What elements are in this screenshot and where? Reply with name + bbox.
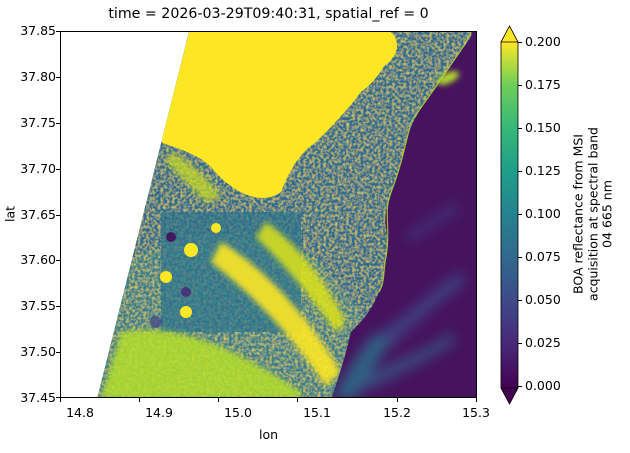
y-tick-mark	[56, 397, 60, 398]
colorbar-label-line: BOA reflectance from MSI	[570, 134, 586, 294]
colorbar-tick-label: 0.025	[525, 335, 561, 350]
colorbar-tick-mark	[518, 214, 522, 215]
x-tick-mark	[60, 398, 61, 402]
y-tick-mark	[56, 169, 60, 170]
x-tick-label: 15.0	[224, 405, 252, 420]
colorbar-tick-mark	[518, 386, 522, 387]
y-tick-label: 37.55	[20, 298, 56, 313]
y-tick-label: 37.45	[20, 390, 56, 405]
colorbar-tick-mark	[518, 42, 522, 43]
y-tick-label: 37.70	[20, 161, 56, 176]
y-tick-mark	[56, 123, 60, 124]
y-tick-mark	[56, 31, 60, 32]
y-tick-mark	[56, 352, 60, 353]
chart-title: time = 2026-03-29T09:40:31, spatial_ref …	[108, 6, 429, 22]
raster-image	[97, 32, 476, 397]
colorbar-tick-mark	[518, 257, 522, 258]
y-tick-label: 37.75	[20, 115, 56, 130]
y-tick-label: 37.65	[20, 207, 56, 222]
colorbar-tick-label: 0.050	[525, 292, 561, 307]
y-axis-label: lat	[2, 205, 18, 223]
colorbar-label: BOA reflectance from MSI acquisition at …	[570, 127, 615, 301]
x-tick-label: 15.2	[383, 405, 411, 420]
y-tick-mark	[56, 260, 60, 261]
x-tick-label: 15.1	[303, 405, 331, 420]
y-tick-label: 37.85	[20, 23, 56, 38]
y-tick-label: 37.80	[20, 69, 56, 84]
x-tick-label: 14.9	[145, 405, 173, 420]
colorbar	[500, 25, 519, 405]
colorbar-tick-label: 0.000	[525, 378, 561, 393]
colorbar-tick-label: 0.175	[525, 77, 561, 92]
plot-area	[60, 31, 477, 398]
colorbar-label-line: acquisition at spectral band	[584, 127, 600, 301]
colorbar-tick-label: 0.100	[525, 206, 561, 221]
y-tick-mark	[56, 215, 60, 216]
y-tick-mark	[56, 77, 60, 78]
colorbar-tick-mark	[518, 128, 522, 129]
colorbar-tick-label: 0.200	[525, 34, 561, 49]
x-tick-label: 15.3	[462, 405, 490, 420]
y-tick-label: 37.60	[20, 252, 56, 267]
y-tick-label: 37.50	[20, 344, 56, 359]
colorbar-tick-label: 0.125	[525, 163, 561, 178]
colorbar-tick-mark	[518, 85, 522, 86]
x-tick-label: 14.8	[66, 405, 94, 420]
x-tick-mark	[476, 398, 477, 402]
colorbar-tick-mark	[518, 343, 522, 344]
x-tick-mark	[397, 398, 398, 402]
colorbar-tick-label: 0.075	[525, 249, 561, 264]
x-tick-mark	[297, 398, 298, 402]
x-tick-mark	[139, 398, 140, 402]
x-axis-label: lon	[258, 427, 279, 442]
colorbar-label-line: 04 665 nm	[599, 180, 615, 248]
colorbar-tick-label: 0.150	[525, 120, 561, 135]
colorbar-tick-mark	[518, 171, 522, 172]
y-tick-mark	[56, 306, 60, 307]
colorbar-tick-mark	[518, 300, 522, 301]
x-tick-mark	[218, 398, 219, 402]
